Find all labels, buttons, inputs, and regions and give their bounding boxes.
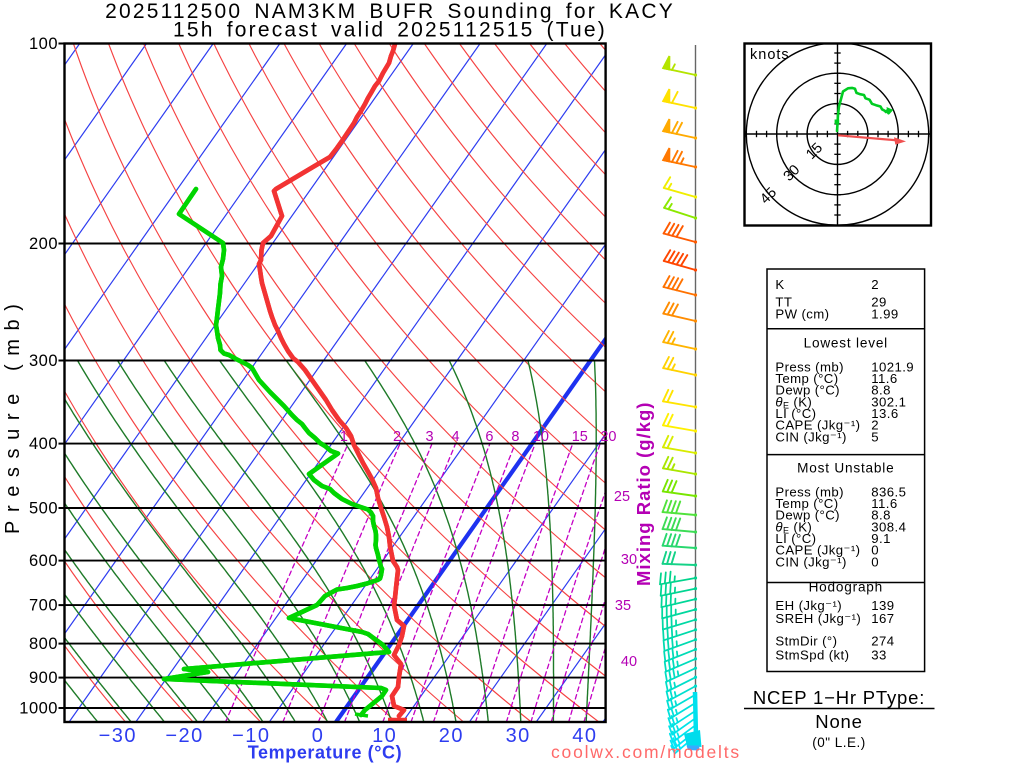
svg-text:600: 600 bbox=[29, 552, 58, 570]
svg-text:−20: −20 bbox=[165, 725, 203, 747]
svg-text:Lowest level: Lowest level bbox=[804, 336, 888, 351]
svg-text:700: 700 bbox=[29, 597, 58, 615]
svg-text:800: 800 bbox=[29, 635, 58, 653]
svg-text:15h forecast valid 2025112515: 15h forecast valid 2025112515 (Tue) bbox=[173, 19, 607, 42]
svg-text:6: 6 bbox=[485, 429, 493, 445]
svg-text:StmDir (°): StmDir (°) bbox=[775, 634, 837, 649]
svg-text:15: 15 bbox=[572, 429, 588, 445]
svg-text:SREH (Jkg⁻¹): SREH (Jkg⁻¹) bbox=[775, 611, 861, 626]
svg-text:200: 200 bbox=[29, 235, 58, 253]
svg-text:100: 100 bbox=[29, 35, 58, 53]
svg-text:Temperature (°C): Temperature (°C) bbox=[248, 743, 403, 763]
svg-text:2: 2 bbox=[871, 277, 879, 292]
svg-text:knots: knots bbox=[750, 47, 790, 63]
svg-text:Pressure (mb): Pressure (mb) bbox=[2, 296, 24, 535]
svg-text:35: 35 bbox=[615, 598, 631, 614]
svg-text:coolwx.com/modelts: coolwx.com/modelts bbox=[551, 742, 741, 762]
svg-text:1: 1 bbox=[340, 429, 348, 445]
svg-text:CIN (Jkg⁻¹): CIN (Jkg⁻¹) bbox=[775, 554, 846, 569]
svg-text:20: 20 bbox=[439, 725, 464, 747]
svg-text:900: 900 bbox=[29, 669, 58, 687]
svg-text:2: 2 bbox=[393, 429, 401, 445]
svg-text:167: 167 bbox=[871, 611, 894, 626]
svg-text:8: 8 bbox=[511, 429, 519, 445]
svg-text:(0" L.E.): (0" L.E.) bbox=[812, 735, 866, 750]
svg-text:1000: 1000 bbox=[19, 700, 58, 718]
svg-text:20: 20 bbox=[600, 429, 616, 445]
svg-text:274: 274 bbox=[871, 634, 894, 649]
svg-text:NCEP 1−Hr PType:: NCEP 1−Hr PType: bbox=[753, 687, 925, 708]
svg-text:K: K bbox=[775, 277, 784, 292]
svg-text:StmSpd (kt): StmSpd (kt) bbox=[775, 648, 849, 663]
svg-text:40: 40 bbox=[621, 654, 637, 670]
svg-text:33: 33 bbox=[871, 648, 886, 663]
svg-text:Most Unstable: Most Unstable bbox=[797, 461, 894, 476]
svg-text:3: 3 bbox=[426, 429, 434, 445]
svg-text:300: 300 bbox=[29, 352, 58, 370]
svg-text:0: 0 bbox=[871, 554, 879, 569]
svg-text:25: 25 bbox=[614, 489, 630, 505]
svg-text:4: 4 bbox=[451, 429, 459, 445]
svg-text:30: 30 bbox=[621, 552, 637, 568]
svg-text:400: 400 bbox=[29, 435, 58, 453]
svg-text:500: 500 bbox=[29, 500, 58, 518]
svg-text:1.99: 1.99 bbox=[871, 306, 898, 321]
svg-text:5: 5 bbox=[871, 429, 879, 444]
svg-text:−30: −30 bbox=[99, 725, 137, 747]
svg-text:10: 10 bbox=[533, 429, 549, 445]
svg-text:CIN (Jkg⁻¹): CIN (Jkg⁻¹) bbox=[775, 429, 846, 444]
svg-text:PW (cm): PW (cm) bbox=[775, 306, 829, 321]
svg-text:None: None bbox=[815, 711, 862, 732]
svg-text:Hodograph: Hodograph bbox=[809, 580, 883, 595]
svg-text:30: 30 bbox=[506, 725, 531, 747]
